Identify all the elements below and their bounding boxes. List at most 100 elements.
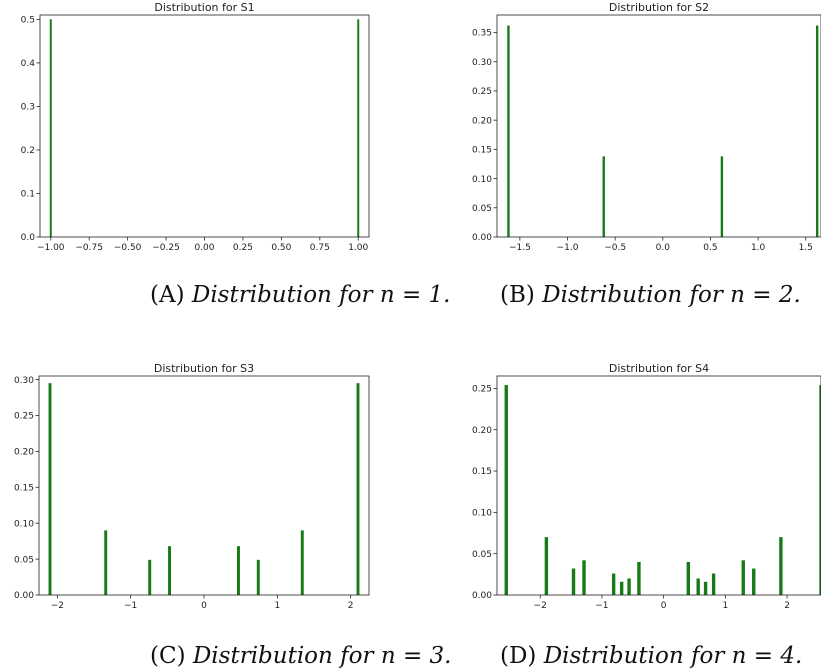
chart-b-frame <box>496 14 821 238</box>
chart-d-xtick-label-5: 2 <box>784 601 790 611</box>
chart-a-xtick-label-6: 0.25 <box>233 243 253 253</box>
chart-c-bar-4 <box>168 546 171 595</box>
chart-d-bar-11 <box>703 581 708 595</box>
chart-b-ytick-label-3: 0.10 <box>472 175 492 185</box>
chart-c-ytick-label-7: 0.30 <box>14 376 34 386</box>
caption-c-label: (C) <box>150 643 186 669</box>
chart-a-xtick-label-5: 0.00 <box>194 243 214 253</box>
chart-b-ytick-label-6: 0.25 <box>472 87 492 97</box>
chart-b-ytick-label-5: 0.20 <box>472 116 492 126</box>
chart-b-xtick-label-6: 1.0 <box>751 243 766 253</box>
chart-c-bar-7 <box>300 530 304 595</box>
caption-d-label: (D) <box>500 643 537 669</box>
caption-b-text: Distribution for <box>542 282 723 308</box>
chart-b: Distribution for S2 −1.5 −1.0 −0.5 0.0 0.5 1.0… <box>472 1 821 253</box>
chart-d-xtick-label-1: −2 <box>534 601 547 611</box>
chart-c: Distribution for S3 −2 −1 0 1 2 0.00 0.05 0.10 0.… <box>14 362 370 611</box>
chart-c-title: Distribution for S3 <box>154 362 254 375</box>
chart-d-bar-9 <box>686 561 691 595</box>
chart-c-xtick-label-3: 0 <box>201 601 207 611</box>
chart-a-ytick-label-4: 0.3 <box>21 103 35 113</box>
chart-a-xtick-label-7: 0.50 <box>271 243 291 253</box>
chart-b-xtick-label-4: 0.0 <box>656 243 671 253</box>
chart-a-xtick-label-4: −0.25 <box>152 243 180 253</box>
chart-b-xtick-label-1: −1.5 <box>509 243 531 253</box>
chart-d-title: Distribution for S4 <box>609 362 709 375</box>
chart-a-xtick-label-1: −1.00 <box>37 243 65 253</box>
chart-d-bar-7 <box>627 578 631 595</box>
chart-a-xtick-label-3: −0.50 <box>114 243 142 253</box>
chart-d-bar-14 <box>752 568 756 595</box>
chart-d-bar-3 <box>571 568 576 595</box>
chart-d-bar-12 <box>711 573 716 595</box>
caption-d-text: Distribution for <box>543 643 725 669</box>
chart-c-xtick-label-5: 2 <box>348 601 354 611</box>
chart-a-bar-1 <box>49 19 52 238</box>
chart-d-bar-6 <box>619 581 624 595</box>
chart-b-bar-1 <box>507 25 510 237</box>
chart-b-xtick-label-2: −1.0 <box>557 243 579 253</box>
chart-d-bar-5 <box>611 573 616 595</box>
chart-d: Distribution for S4 −2 −1 0 1 2 0.00 0.05 0.10 0.… <box>472 362 821 611</box>
chart-a-bar-2 <box>357 19 360 238</box>
chart-b-ytick-label-7: 0.30 <box>472 58 492 68</box>
caption-a: (A) Distribution for n = 1. <box>150 282 451 308</box>
caption-c: (C) Distribution for n = 3. <box>150 643 451 669</box>
chart-b-bar-4 <box>815 25 819 237</box>
chart-c-ytick-label-3: 0.10 <box>14 519 34 529</box>
chart-c-bar-5 <box>237 546 240 595</box>
caption-c-math: n = 3. <box>380 643 452 669</box>
chart-a-xtick-label-2: −0.75 <box>75 243 103 253</box>
caption-d: (D) Distribution for n = 4. <box>500 643 802 669</box>
chart-a-ytick-label-1: 0.0 <box>21 233 36 243</box>
chart-d-bar-13 <box>741 560 745 595</box>
chart-a-ytick-label-6: 0.5 <box>21 16 35 26</box>
chart-b-xtick-label-3: −0.5 <box>604 243 626 253</box>
chart-c-xtick-label-2: −1 <box>124 601 137 611</box>
chart-b-xtick-label-7: 1.5 <box>799 243 813 253</box>
chart-b-xtick-label-5: 0.5 <box>703 243 717 253</box>
chart-b-bar-2 <box>602 156 605 237</box>
chart-d-ytick-label-4: 0.15 <box>472 467 492 477</box>
chart-c-bar-3 <box>148 559 152 595</box>
chart-d-bar-8 <box>637 561 641 595</box>
chart-b-ytick-label-2: 0.05 <box>472 204 492 214</box>
chart-d-frame <box>496 375 821 596</box>
chart-c-ytick-label-1: 0.00 <box>14 591 34 601</box>
chart-c-bar-1 <box>48 383 52 595</box>
caption-b: (B) Distribution for n = 2. <box>500 282 801 308</box>
chart-d-ytick-label-1: 0.00 <box>472 591 492 601</box>
chart-c-ytick-label-2: 0.05 <box>14 555 34 565</box>
caption-a-text: Distribution for <box>191 282 373 308</box>
chart-d-bar-15 <box>779 537 783 595</box>
chart-d-bar-10 <box>696 578 700 595</box>
chart-c-ytick-label-6: 0.25 <box>14 412 34 422</box>
chart-d-bar-1 <box>504 385 508 595</box>
chart-c-frame <box>38 375 370 596</box>
caption-b-label: (B) <box>500 282 535 308</box>
chart-d-bar-4 <box>582 560 586 595</box>
chart-b-title: Distribution for S2 <box>609 1 709 14</box>
chart-b-ytick-label-1: 0.00 <box>472 233 492 243</box>
chart-a-frame <box>39 14 370 238</box>
chart-a-title: Distribution for S1 <box>154 1 254 14</box>
chart-b-ytick-label-8: 0.35 <box>472 29 492 39</box>
chart-d-xtick-label-3: 0 <box>661 601 667 611</box>
chart-c-xtick-label-1: −2 <box>51 601 64 611</box>
chart-d-xtick-label-2: −1 <box>595 601 608 611</box>
chart-c-ytick-label-4: 0.15 <box>14 483 34 493</box>
chart-c-bar-8 <box>356 383 360 595</box>
chart-d-ytick-label-2: 0.05 <box>472 550 492 560</box>
chart-a-ytick-label-3: 0.2 <box>21 146 35 156</box>
chart-b-bar-3 <box>720 156 724 237</box>
caption-a-label: (A) <box>150 282 185 308</box>
chart-a-ytick-label-5: 0.4 <box>21 59 36 69</box>
chart-a-xtick-label-9: 1.00 <box>348 243 368 253</box>
caption-b-math: n = 2. <box>730 282 801 308</box>
chart-d-ytick-label-6: 0.25 <box>472 385 492 395</box>
chart-c-xtick-label-4: 1 <box>274 601 280 611</box>
chart-d-ytick-label-5: 0.20 <box>472 426 492 436</box>
caption-a-math: n = 1. <box>379 282 451 308</box>
chart-c-bar-6 <box>256 559 260 595</box>
